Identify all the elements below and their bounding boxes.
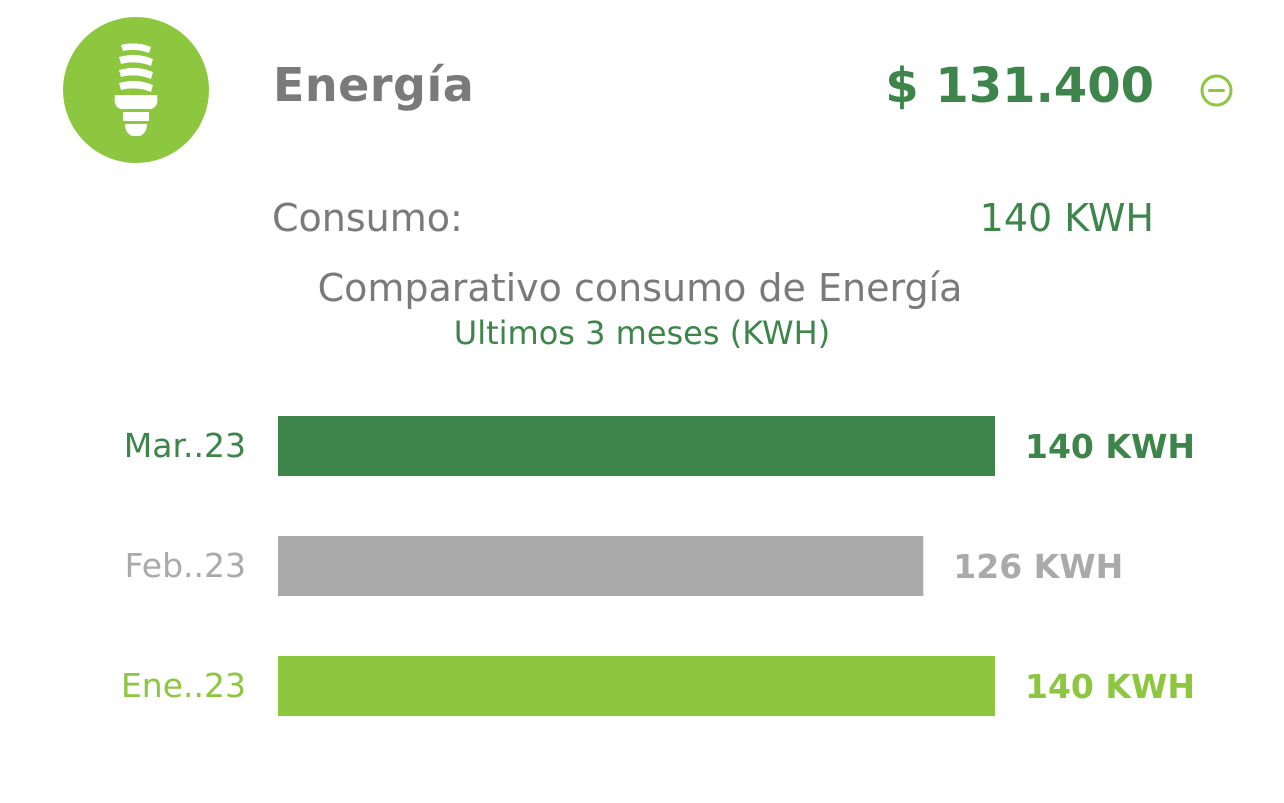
- minus-circle-icon: [1200, 74, 1233, 107]
- consumption-value: 140 KWH: [979, 196, 1154, 240]
- bar: [278, 416, 995, 476]
- lightbulb-icon: [114, 43, 158, 136]
- bar: [278, 536, 924, 596]
- amount-value: $ 131.400: [885, 58, 1154, 114]
- chart-title: Comparativo consumo de Energía: [0, 266, 1284, 310]
- bar-category-label: Ene..23: [121, 666, 246, 705]
- bar-value-label: 140 KWH: [1025, 427, 1195, 466]
- category-title: Energía: [273, 58, 475, 112]
- bar-category-label: Feb..23: [125, 546, 246, 585]
- consumption-label: Consumo:: [272, 196, 463, 240]
- bar-value-label: 126 KWH: [953, 547, 1123, 586]
- bar-category-label: Mar..23: [124, 426, 246, 465]
- consumption-bar-chart: Mar..23 140 KWH Feb..23 126 KWH Ene..23 140 K…: [121, 416, 1195, 716]
- collapse-button[interactable]: [1199, 73, 1234, 108]
- chart-subtitle: Ultimos 3 meses (KWH): [453, 314, 831, 352]
- chart-title-text: Comparativo consumo de Energía: [317, 266, 963, 310]
- energy-category-icon: [63, 17, 209, 163]
- bar-value-label: 140 KWH: [1025, 667, 1195, 706]
- bar: [278, 656, 995, 716]
